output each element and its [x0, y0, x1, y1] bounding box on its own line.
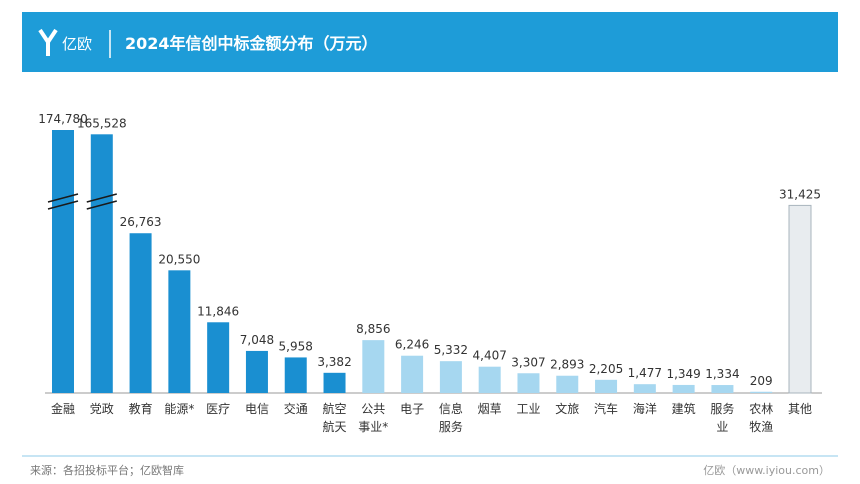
value-label: 2,893 [550, 358, 584, 372]
bar [633, 384, 656, 393]
value-label: 8,856 [356, 322, 390, 336]
value-label: 20,550 [158, 252, 200, 266]
value-label: 1,349 [666, 367, 700, 381]
value-label: 174,780 [38, 112, 88, 126]
bar [788, 204, 812, 394]
x-tick-label: 烟草 [478, 402, 502, 416]
bar [478, 366, 501, 393]
axis-break [47, 193, 79, 203]
bar [750, 391, 773, 393]
x-tick-label: 航空航天 [323, 401, 347, 434]
value-label: 5,332 [434, 343, 468, 357]
bar [595, 379, 618, 393]
axis-break [47, 200, 79, 210]
bar [168, 270, 191, 393]
header-band [22, 12, 838, 72]
x-tick-label: 服务业 [710, 401, 734, 434]
brand: 亿欧 [62, 35, 92, 53]
value-label: 1,477 [628, 366, 662, 380]
x-tick-label: 教育 [129, 401, 153, 416]
bar [323, 372, 346, 393]
value-label: 165,528 [77, 116, 127, 130]
chart-title: 2024年信创中标金额分布（万元） [125, 34, 378, 53]
bar [672, 384, 695, 393]
bar [245, 350, 268, 393]
bar [90, 134, 113, 394]
value-label: 11,846 [197, 304, 239, 318]
x-tick-label: 汽车 [594, 401, 618, 416]
x-tick-label: 海洋 [633, 401, 657, 416]
x-tick-label: 电信 [245, 402, 269, 416]
x-tick-label: 信息服务 [439, 401, 463, 434]
x-tick-label: 电子 [400, 402, 424, 416]
bar [52, 130, 74, 393]
value-label: 4,407 [473, 349, 507, 363]
value-label: 2,205 [589, 362, 623, 376]
value-label: 3,382 [317, 355, 351, 369]
x-tick-label: 金融 [51, 401, 75, 416]
bar [711, 385, 734, 393]
x-tick-label: 医疗 [206, 402, 230, 416]
x-tick-label: 党政 [90, 401, 114, 416]
axis-break [86, 200, 117, 210]
x-tick-label: 工业 [516, 402, 540, 416]
site: 亿欧（www.iyiou.com） [703, 464, 830, 477]
x-tick-label: 农林牧渔 [749, 402, 773, 434]
x-tick-label: 公共事业* [358, 402, 388, 434]
value-label: 6,246 [395, 338, 429, 352]
bar [439, 361, 462, 393]
axis-break [86, 193, 117, 203]
value-label: 3,307 [511, 355, 545, 369]
value-label: 1,334 [705, 367, 739, 381]
bar [556, 375, 579, 393]
bar [129, 233, 152, 393]
bar [362, 340, 385, 393]
value-label: 26,763 [120, 215, 162, 229]
x-tick-label: 文旅 [555, 401, 579, 416]
bar [207, 322, 230, 393]
value-label: 209 [750, 374, 773, 388]
bar [284, 357, 307, 393]
logo-mark [38, 28, 58, 56]
x-tick-label: 能源* [164, 402, 194, 416]
x-tick-label: 其他 [788, 402, 812, 416]
source: 来源：各招投标平台；亿欧智库 [30, 463, 184, 477]
value-label: 31,425 [779, 187, 821, 201]
value-label: 5,958 [279, 339, 313, 353]
bar [517, 373, 540, 393]
x-tick-label: 交通 [284, 401, 308, 416]
x-tick-label: 建筑 [672, 401, 696, 416]
bar [401, 355, 424, 393]
value-label: 7,048 [240, 333, 274, 347]
